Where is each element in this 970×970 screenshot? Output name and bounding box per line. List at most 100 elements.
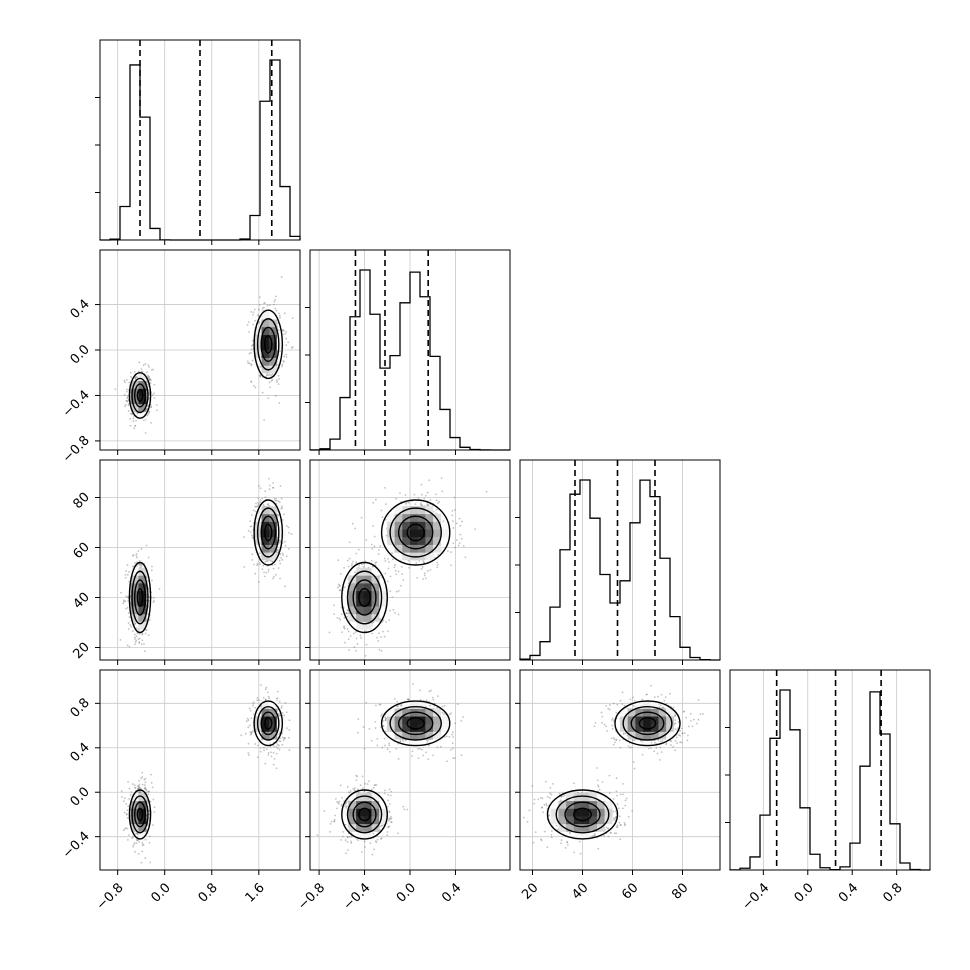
scatter-point <box>281 743 284 746</box>
scatter-point <box>132 554 135 556</box>
scatter-point <box>282 513 285 516</box>
contour-line <box>128 372 152 419</box>
scatter-point <box>441 490 444 493</box>
scatter-point <box>453 496 456 499</box>
scatter-point <box>381 713 383 716</box>
scatter-point <box>372 786 375 789</box>
scatter-point <box>264 560 267 563</box>
scatter-point <box>125 399 128 402</box>
scatter-point <box>352 560 354 563</box>
scatter-point <box>362 726 365 729</box>
scatter-point <box>268 504 271 507</box>
scatter-point <box>340 839 343 841</box>
scatter-point <box>133 370 136 373</box>
scatter-point <box>386 831 389 833</box>
scatter-point <box>397 613 400 616</box>
density-cell <box>253 357 262 366</box>
scatter-point <box>379 545 382 547</box>
scatter-point <box>126 397 129 400</box>
scatter-point <box>247 719 250 722</box>
scatter-point <box>153 383 156 386</box>
scatter-point <box>249 520 252 523</box>
scatter-point <box>135 627 138 630</box>
scatter-point <box>144 632 147 635</box>
scatter-point <box>252 509 255 512</box>
scatter-point <box>393 566 396 569</box>
scatter-point <box>275 752 278 755</box>
scatter-point <box>263 306 265 309</box>
scatter-point <box>452 747 454 750</box>
scatter-point <box>254 706 257 709</box>
contour-line <box>131 377 149 414</box>
scatter-point <box>271 373 274 376</box>
panel-2-1 <box>305 459 511 665</box>
scatter-point <box>346 786 349 788</box>
scatter-point <box>266 373 269 375</box>
scatter-point <box>424 494 427 497</box>
scatter-point <box>121 796 123 798</box>
scatter-point <box>267 570 270 573</box>
scatter-point <box>247 321 250 324</box>
axes-frame <box>99 669 301 871</box>
scatter-point <box>330 820 333 823</box>
scatter-point <box>278 402 281 405</box>
x-tick-label: 1.6 <box>243 880 268 905</box>
scatter-point <box>250 514 253 516</box>
scatter-point <box>279 540 282 543</box>
scatter-point <box>263 749 265 752</box>
scatter-point <box>461 520 463 523</box>
scatter-point <box>131 554 134 557</box>
scatter-point <box>440 477 443 479</box>
scatter-point <box>348 835 351 838</box>
scatter-point <box>357 548 360 551</box>
scatter-point <box>420 567 423 570</box>
scatter-point <box>451 514 454 517</box>
scatter-point <box>380 837 383 840</box>
scatter-point <box>250 310 253 313</box>
scatter-point <box>127 600 130 602</box>
scatter-point <box>138 637 141 640</box>
scatter-point <box>283 736 286 739</box>
density-cell <box>261 357 270 366</box>
scatter-point <box>264 762 267 765</box>
scatter-point <box>364 782 367 785</box>
density-cell <box>261 529 270 538</box>
scatter-point <box>259 563 261 566</box>
scatter-point <box>114 388 117 391</box>
density-cell <box>261 536 270 545</box>
scatter-point <box>259 747 262 749</box>
scatter-point <box>343 627 346 630</box>
scatter-point <box>350 840 352 843</box>
scatter-point <box>387 793 390 796</box>
scatter-point <box>341 631 343 634</box>
scatter-point <box>333 818 336 821</box>
scatter-point <box>268 477 270 480</box>
scatter-point <box>279 577 281 580</box>
scatter-point <box>127 805 130 808</box>
scatter-point <box>124 827 127 829</box>
density-cell <box>130 380 139 389</box>
scatter-point <box>127 628 130 630</box>
scatter-point <box>388 561 390 564</box>
scatter-point <box>151 565 153 568</box>
scatter-point <box>407 501 410 504</box>
scatter-point <box>134 424 137 427</box>
scatter-point <box>404 494 407 496</box>
scatter-point <box>125 390 128 393</box>
scatter-point <box>406 698 409 701</box>
scatter-point <box>246 360 249 363</box>
scatter-point <box>355 552 358 555</box>
scatter-point <box>134 424 136 427</box>
scatter-point <box>265 686 268 689</box>
scatter-point <box>352 632 355 635</box>
scatter-point <box>141 633 144 636</box>
scatter-point <box>124 600 127 602</box>
scatter-point <box>131 837 133 840</box>
scatter-point <box>146 579 149 582</box>
scatter-point <box>250 731 253 734</box>
scatter-point <box>142 364 145 366</box>
density-cell <box>261 521 270 530</box>
scatter-point <box>387 826 390 829</box>
scatter-point <box>419 689 421 692</box>
scatter-point <box>390 817 393 820</box>
